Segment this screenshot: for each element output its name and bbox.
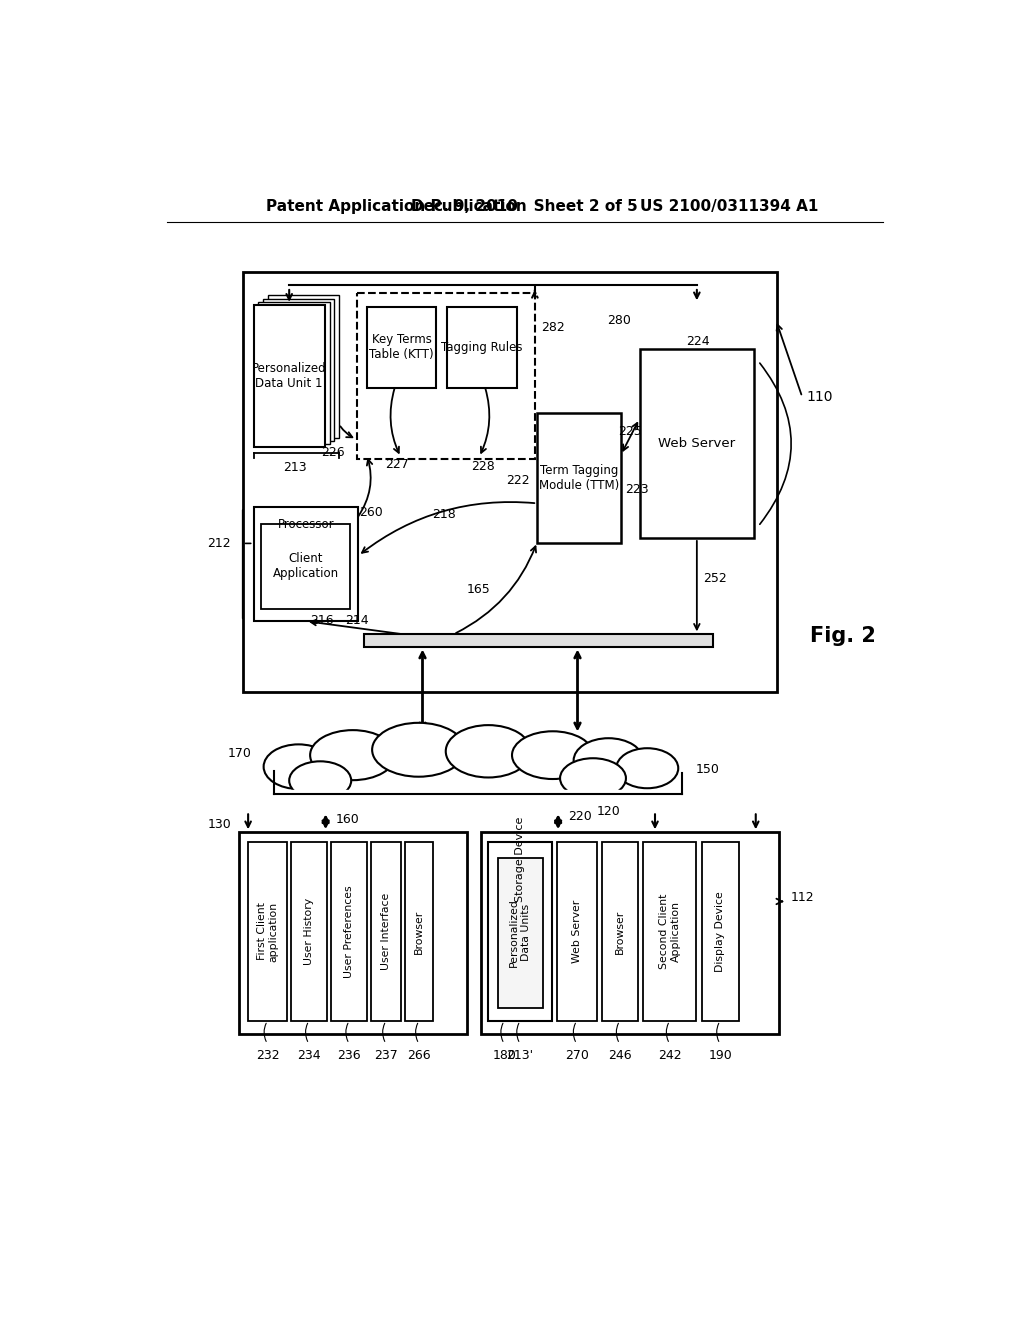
Text: 236: 236 xyxy=(338,1049,361,1063)
Bar xyxy=(254,305,325,447)
Text: Processor: Processor xyxy=(278,517,334,531)
Text: 165: 165 xyxy=(466,583,490,597)
Bar xyxy=(239,832,467,1034)
Text: Display Device: Display Device xyxy=(715,891,725,972)
Text: 270: 270 xyxy=(565,1049,589,1063)
Text: 213: 213 xyxy=(284,461,307,474)
Bar xyxy=(248,842,287,1020)
Text: Client
Application: Client Application xyxy=(272,553,339,581)
Bar xyxy=(643,842,696,1020)
Text: 190: 190 xyxy=(709,1049,732,1063)
Ellipse shape xyxy=(310,730,395,780)
Bar xyxy=(267,296,339,438)
Text: 220: 220 xyxy=(568,810,592,824)
Text: 282: 282 xyxy=(541,321,565,334)
Text: 223: 223 xyxy=(625,483,648,496)
Text: 216: 216 xyxy=(310,614,334,627)
Ellipse shape xyxy=(445,725,531,777)
Text: 266: 266 xyxy=(408,1049,431,1063)
Text: Browser: Browser xyxy=(414,909,424,953)
Bar xyxy=(258,302,330,444)
Text: 150: 150 xyxy=(696,763,720,776)
Text: 180: 180 xyxy=(493,1049,516,1063)
Text: First Client
application: First Client application xyxy=(257,902,279,961)
Text: 218: 218 xyxy=(432,508,456,520)
Bar xyxy=(557,842,597,1020)
Text: 246: 246 xyxy=(608,1049,632,1063)
Text: Tagging Rules: Tagging Rules xyxy=(441,341,523,354)
Text: 242: 242 xyxy=(657,1049,682,1063)
Text: 224: 224 xyxy=(686,335,710,348)
Text: 226: 226 xyxy=(322,446,345,459)
Ellipse shape xyxy=(289,762,351,800)
Text: 130: 130 xyxy=(207,818,231,832)
Text: 234: 234 xyxy=(297,1049,321,1063)
Ellipse shape xyxy=(573,738,643,783)
Bar xyxy=(372,842,400,1020)
Bar xyxy=(488,842,552,1020)
Text: User Preferences: User Preferences xyxy=(344,886,354,978)
Text: 232: 232 xyxy=(256,1049,280,1063)
Text: 227: 227 xyxy=(385,458,409,471)
Text: Personalized
Data Units: Personalized Data Units xyxy=(509,898,531,968)
Bar xyxy=(356,293,535,459)
Text: User History: User History xyxy=(304,898,314,965)
Text: User Interface: User Interface xyxy=(381,892,391,970)
Text: 260: 260 xyxy=(359,506,383,519)
Text: 170: 170 xyxy=(228,747,252,760)
Text: 228: 228 xyxy=(471,459,495,473)
Bar xyxy=(367,308,436,388)
Text: Term Tagging
Module (TTM): Term Tagging Module (TTM) xyxy=(539,463,620,492)
Bar xyxy=(640,350,755,539)
Text: 252: 252 xyxy=(703,572,727,585)
Text: US 2100/0311394 A1: US 2100/0311394 A1 xyxy=(640,198,818,214)
Bar xyxy=(480,832,779,1034)
Text: 120: 120 xyxy=(596,805,621,818)
Ellipse shape xyxy=(263,744,334,789)
Ellipse shape xyxy=(372,723,465,776)
Text: 213': 213' xyxy=(507,1049,534,1063)
Text: Key Terms
Table (KTT): Key Terms Table (KTT) xyxy=(370,334,434,362)
Bar xyxy=(701,842,738,1020)
Text: 237: 237 xyxy=(374,1049,398,1063)
Text: 110: 110 xyxy=(806,391,833,404)
Text: 225: 225 xyxy=(617,425,642,438)
Text: Patent Application Publication: Patent Application Publication xyxy=(266,198,526,214)
Bar xyxy=(447,308,517,388)
Text: 160: 160 xyxy=(336,813,359,825)
Text: 214: 214 xyxy=(345,614,369,627)
Ellipse shape xyxy=(512,731,593,779)
Bar xyxy=(404,842,433,1020)
Text: Storage Device: Storage Device xyxy=(515,816,525,902)
Text: 112: 112 xyxy=(791,891,814,904)
Text: 212: 212 xyxy=(207,537,230,550)
Text: Web Server: Web Server xyxy=(658,437,735,450)
Bar xyxy=(243,272,777,692)
Text: Second Client
Application: Second Client Application xyxy=(658,894,681,969)
Bar xyxy=(365,635,713,647)
Text: Personalized
Data Unit 1: Personalized Data Unit 1 xyxy=(252,362,327,389)
Bar xyxy=(254,507,358,622)
Bar xyxy=(601,842,638,1020)
Bar xyxy=(291,842,328,1020)
Ellipse shape xyxy=(616,748,678,788)
Text: 222: 222 xyxy=(506,474,529,487)
Text: Web Server: Web Server xyxy=(571,900,582,964)
Bar xyxy=(538,412,621,544)
Bar xyxy=(331,842,368,1020)
Bar xyxy=(261,524,350,609)
Text: 280: 280 xyxy=(607,314,631,326)
Text: Dec. 9, 2010   Sheet 2 of 5: Dec. 9, 2010 Sheet 2 of 5 xyxy=(411,198,638,214)
Bar xyxy=(498,858,543,1007)
Text: Fig. 2: Fig. 2 xyxy=(810,626,876,645)
Text: Browser: Browser xyxy=(614,909,625,953)
Bar xyxy=(263,298,334,441)
Ellipse shape xyxy=(560,758,626,799)
